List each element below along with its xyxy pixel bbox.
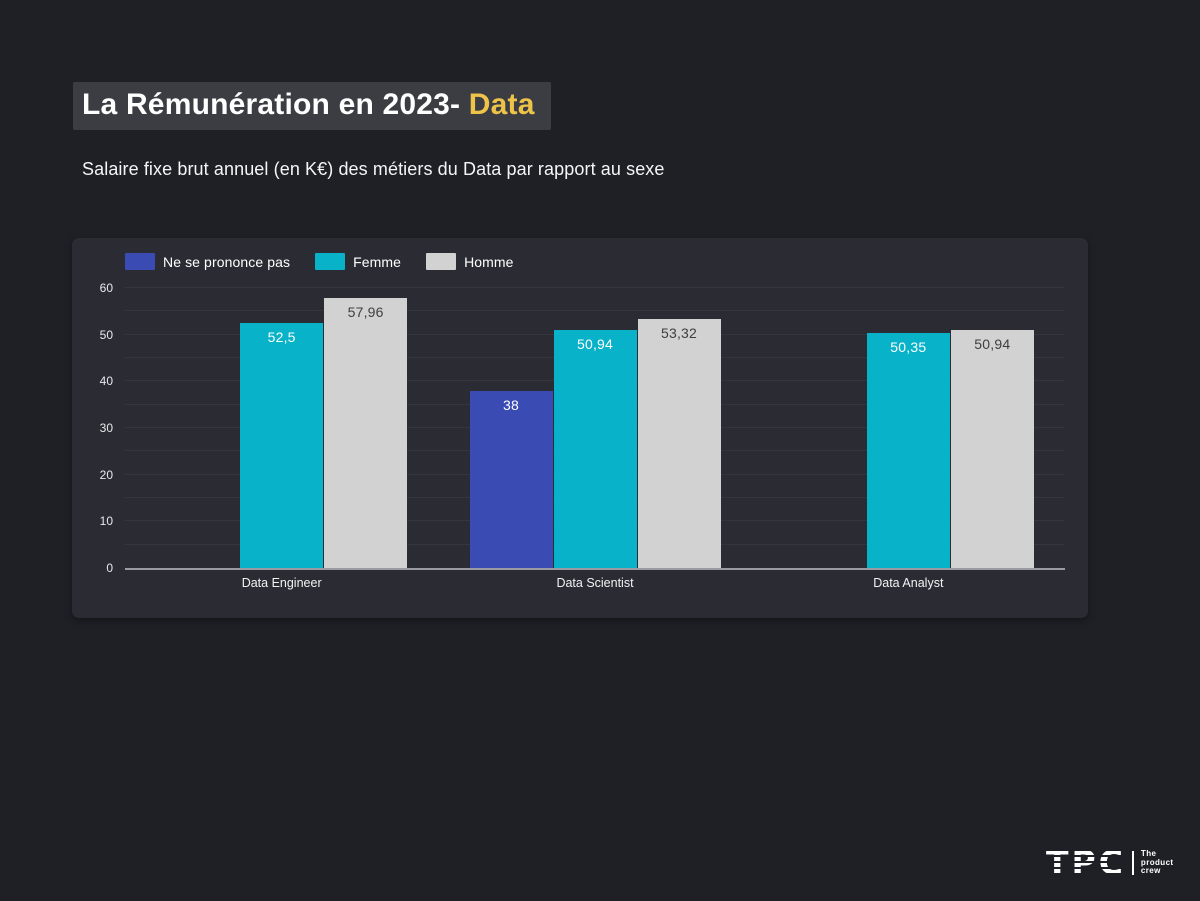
legend-swatch-blue (125, 253, 155, 270)
page-title: La Rémunération en 2023- Data (82, 88, 535, 122)
bar-homme: 57,96 (324, 297, 408, 568)
bar-value-label: 53,32 (660, 325, 698, 342)
gridline (125, 310, 1065, 312)
y-axis-tick-label: 40 (99, 374, 113, 389)
legend-label: Homme (464, 253, 514, 270)
bar-value-label: 50,94 (576, 336, 614, 353)
y-axis-tick-label: 20 (99, 467, 113, 482)
logo-tagline-line: product (1140, 857, 1174, 867)
y-axis-tick-label: 0 (106, 561, 113, 575)
legend-item-ne-se-prononce-pas: Ne se prononce pas (125, 253, 290, 270)
page-title-accent: Data (468, 88, 535, 121)
logo-divider (1131, 851, 1134, 875)
legend-label: Ne se prononce pas (163, 253, 291, 270)
legend-item-homme: Homme (426, 253, 514, 270)
chart-legend: Ne se prononce pas Femme Homme (125, 253, 539, 270)
tpc-logo: TPC The product crew (1046, 845, 1174, 881)
logo-tagline: The product crew (1141, 850, 1174, 876)
gridline (125, 287, 1065, 288)
legend-item-femme: Femme (315, 253, 401, 270)
x-axis-category-label: Data Analyst (873, 576, 944, 590)
plot-area: 0 10 20 30 40 50 60 52,5 57,96 Data Engineer 38 50,… (100, 281, 1065, 590)
bar-homme: 50,94 (950, 330, 1034, 568)
bar-femme: 50,35 (866, 333, 950, 568)
y-axis-tick-label: 30 (99, 421, 113, 435)
bar-femme: 52,5 (240, 323, 324, 568)
bar-value-label: 38 (503, 396, 519, 413)
chart-subtitle: Salaire fixe brut annuel (en K€) des mét… (82, 159, 665, 179)
x-axis-category-label: Data Scientist (556, 576, 634, 590)
bar-value-label: 52,5 (267, 329, 296, 345)
logo-tagline-line: crew (1140, 866, 1161, 876)
tpc-logo-mark: TPC (1046, 845, 1126, 881)
page-title-main: La Rémunération en 2023- (82, 88, 461, 121)
bar-femme: 50,94 (553, 330, 637, 568)
logo-tagline-line: The (1140, 849, 1157, 859)
y-axis-tick-label: 10 (99, 514, 113, 529)
legend-swatch-cyan (315, 253, 346, 270)
legend-label: Femme (353, 253, 402, 270)
tpc-logo-stripes (1046, 845, 1126, 881)
bar-value-label: 50,35 (890, 339, 927, 356)
bar-ne-se-prononce-pas: 38 (469, 390, 553, 568)
bar-value-label: 50,94 (974, 336, 1011, 353)
x-axis-category-label: Data Engineer (241, 576, 322, 590)
bar-homme: 53,32 (637, 319, 721, 568)
y-axis-tick-label: 60 (99, 281, 113, 295)
bar-value-label: 57,96 (347, 303, 384, 320)
page-title-box: La Rémunération en 2023- Data (73, 82, 551, 130)
y-axis-tick-label: 50 (99, 327, 113, 342)
legend-swatch-gray (426, 253, 457, 270)
chart-panel: Ne se prononce pas Femme Homme 0 10 20 30 40… (72, 238, 1088, 618)
